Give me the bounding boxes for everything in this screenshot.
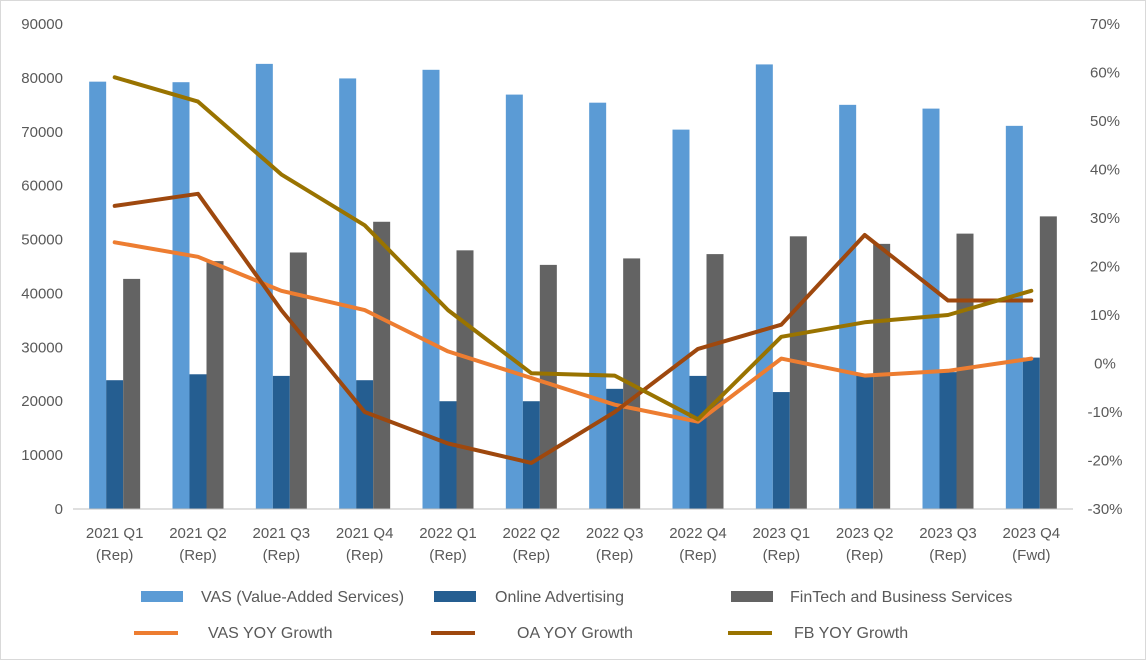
- bar: [589, 102, 607, 509]
- y-tick-label: 30000: [21, 339, 63, 356]
- bar: [339, 78, 357, 509]
- y2-tick-label: 0%: [1094, 356, 1116, 373]
- bar: [106, 380, 124, 509]
- bar: [206, 261, 224, 509]
- legend-label: VAS (Value-Added Services): [201, 589, 404, 606]
- y2-tick-label: 20%: [1090, 259, 1120, 276]
- y2-tick-label: 10%: [1090, 307, 1120, 324]
- y-tick-label: 60000: [21, 178, 63, 195]
- bar: [672, 129, 690, 509]
- bar: [172, 82, 190, 509]
- bar: [689, 375, 707, 509]
- x-tick-label: 2023 Q1: [753, 525, 811, 542]
- bar: [839, 104, 857, 509]
- bar: [1022, 357, 1040, 509]
- series-line: [112, 191, 1034, 465]
- bar: [939, 372, 957, 509]
- x-tick-label: 2021 Q2: [169, 525, 227, 542]
- y2-tick-label: 50%: [1090, 113, 1120, 130]
- y2-tick-label: 40%: [1090, 162, 1120, 179]
- x-tick-label: (Fwd): [1012, 547, 1050, 564]
- legend-swatch: [141, 591, 183, 602]
- x-tick-label: (Rep): [179, 547, 217, 564]
- bar: [439, 401, 457, 509]
- bar: [1039, 216, 1057, 509]
- bar: [856, 374, 874, 509]
- x-tick-label: (Rep): [846, 547, 884, 564]
- legend-swatch: [731, 591, 773, 602]
- legend-label: Online Advertising: [495, 589, 624, 606]
- bar: [522, 401, 540, 509]
- bar: [956, 233, 974, 509]
- y-tick-label: 50000: [21, 232, 63, 249]
- bar: [706, 254, 724, 509]
- y-tick-label: 90000: [21, 16, 63, 33]
- x-tick-label: 2021 Q1: [86, 525, 144, 542]
- y-tick-label: 40000: [21, 285, 63, 302]
- x-tick-label: 2023 Q3: [919, 525, 977, 542]
- bar-series-group: [89, 63, 1057, 510]
- x-tick-label: (Rep): [346, 547, 384, 564]
- bar: [89, 81, 107, 510]
- x-tick-label: (Rep): [263, 547, 301, 564]
- legend-label: FinTech and Business Services: [790, 589, 1012, 606]
- legend: VAS (Value-Added Services) Online Adverti…: [134, 589, 1012, 642]
- bar: [789, 236, 807, 510]
- x-tick-label: 2021 Q3: [253, 525, 311, 542]
- series-line: [112, 75, 1034, 422]
- bar: [606, 388, 624, 509]
- y2-tick-label: 70%: [1090, 16, 1120, 33]
- legend-swatch: [434, 591, 476, 602]
- x-tick-label: (Rep): [596, 547, 634, 564]
- y-axis-left: 0 10000 20000 30000 40000 50000 60000 70000 8000…: [21, 16, 63, 518]
- bar: [289, 252, 307, 509]
- y2-tick-label: -10%: [1087, 404, 1122, 421]
- bar: [922, 108, 940, 509]
- bar: [373, 221, 391, 509]
- x-tick-label: (Rep): [763, 547, 801, 564]
- y2-tick-label: 60%: [1090, 65, 1120, 82]
- legend-label: FB YOY Growth: [794, 625, 908, 642]
- x-tick-label: 2022 Q2: [503, 525, 561, 542]
- x-tick-label: (Rep): [429, 547, 467, 564]
- legend-label: OA YOY Growth: [517, 625, 633, 642]
- y-tick-label: 70000: [21, 124, 63, 141]
- y-tick-label: 10000: [21, 447, 63, 464]
- y2-tick-label: -30%: [1087, 501, 1122, 518]
- bar: [755, 64, 773, 509]
- x-tick-label: 2023 Q4: [1003, 525, 1061, 542]
- x-axis: 2021 Q1 (Rep) 2021 Q2 (Rep) 2021 Q3 (Rep) 2021…: [86, 525, 1060, 564]
- x-tick-label: (Rep): [679, 547, 717, 564]
- bar: [772, 392, 790, 509]
- bar: [356, 380, 374, 509]
- y2-tick-label: -20%: [1087, 453, 1122, 470]
- y-tick-label: 20000: [21, 393, 63, 410]
- x-tick-label: 2021 Q4: [336, 525, 394, 542]
- y-tick-label: 80000: [21, 70, 63, 87]
- bar: [422, 69, 440, 510]
- line-series-group: [112, 75, 1034, 465]
- series-line: [112, 240, 1034, 424]
- bar: [505, 94, 523, 509]
- legend-label: VAS YOY Growth: [208, 625, 333, 642]
- x-tick-label: (Rep): [513, 547, 551, 564]
- x-tick-label: (Rep): [929, 547, 967, 564]
- bar: [1005, 125, 1023, 509]
- bar: [123, 278, 141, 509]
- x-tick-label: 2022 Q4: [669, 525, 727, 542]
- x-tick-label: 2022 Q3: [586, 525, 644, 542]
- y-tick-label: 0: [55, 501, 63, 518]
- bar: [456, 250, 474, 510]
- x-tick-label: (Rep): [96, 547, 134, 564]
- bar: [272, 375, 290, 509]
- x-tick-label: 2022 Q1: [419, 525, 477, 542]
- bar: [189, 374, 207, 509]
- x-tick-label: 2023 Q2: [836, 525, 894, 542]
- y-axis-right: -30% -20% -10% 0% 10% 20% 30% 40% 50% 60% 70%: [1087, 16, 1122, 518]
- y2-tick-label: 30%: [1090, 210, 1120, 227]
